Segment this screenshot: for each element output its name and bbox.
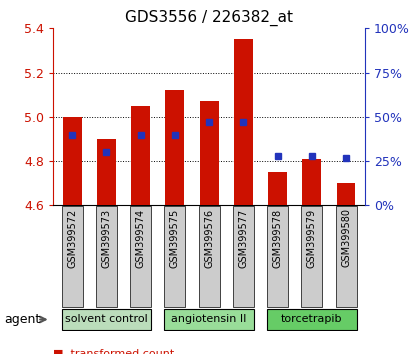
FancyBboxPatch shape <box>96 206 117 307</box>
Bar <box>336 183 355 205</box>
Bar <box>302 159 321 205</box>
Text: GSM399578: GSM399578 <box>272 209 282 268</box>
Text: GSM399579: GSM399579 <box>306 209 316 268</box>
Text: GSM399580: GSM399580 <box>340 209 350 267</box>
Text: GSM399575: GSM399575 <box>169 209 180 268</box>
FancyBboxPatch shape <box>130 206 151 307</box>
FancyBboxPatch shape <box>198 206 219 307</box>
Text: GSM399574: GSM399574 <box>135 209 145 268</box>
Text: torcetrapib: torcetrapib <box>281 314 342 325</box>
FancyBboxPatch shape <box>61 206 82 307</box>
FancyBboxPatch shape <box>61 309 151 330</box>
Bar <box>267 172 286 205</box>
Title: GDS3556 / 226382_at: GDS3556 / 226382_at <box>125 9 292 25</box>
Text: solvent control: solvent control <box>65 314 147 325</box>
Text: angiotensin II: angiotensin II <box>171 314 246 325</box>
Text: GSM399573: GSM399573 <box>101 209 111 268</box>
FancyBboxPatch shape <box>232 206 253 307</box>
Bar <box>97 139 115 205</box>
FancyBboxPatch shape <box>335 206 356 307</box>
Bar <box>199 101 218 205</box>
Bar <box>131 106 150 205</box>
FancyBboxPatch shape <box>301 206 321 307</box>
FancyBboxPatch shape <box>164 309 253 330</box>
Text: GSM399576: GSM399576 <box>204 209 213 268</box>
FancyBboxPatch shape <box>267 206 288 307</box>
Text: agent: agent <box>4 313 40 326</box>
Text: GSM399572: GSM399572 <box>67 209 77 268</box>
Bar <box>165 90 184 205</box>
Text: GSM399577: GSM399577 <box>238 209 248 268</box>
FancyBboxPatch shape <box>164 206 185 307</box>
Bar <box>234 39 252 205</box>
FancyBboxPatch shape <box>267 309 356 330</box>
Bar <box>63 117 81 205</box>
Text: ■  transformed count: ■ transformed count <box>53 349 174 354</box>
